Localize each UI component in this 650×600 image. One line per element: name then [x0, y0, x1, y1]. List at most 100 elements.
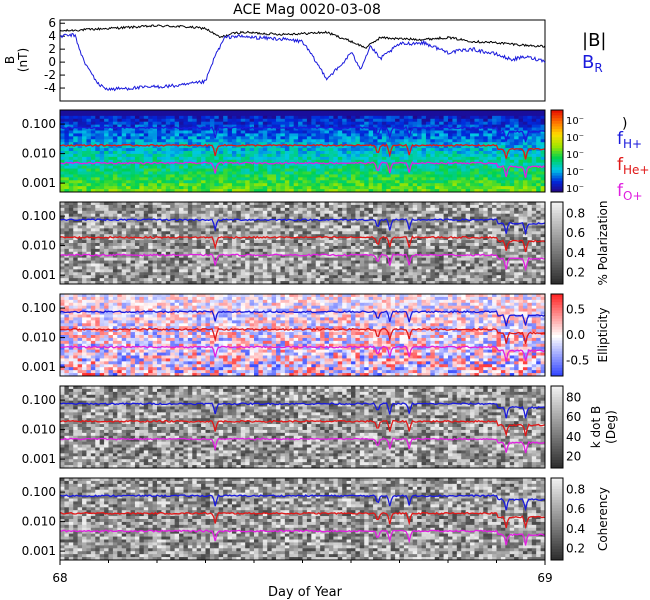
spectrogram-cell — [333, 245, 339, 250]
spectrogram-cell — [505, 153, 511, 158]
spectrogram-cell — [209, 110, 215, 114]
spectrogram-cell — [412, 110, 418, 114]
spectrogram-cell — [465, 231, 471, 235]
spectrogram-cell — [73, 183, 79, 187]
spectrogram-cell — [496, 186, 502, 190]
spectrogram-cell — [293, 243, 299, 247]
spectrogram-cell — [474, 133, 480, 137]
spectrogram-cell — [77, 204, 83, 209]
spectrogram-cell — [448, 210, 453, 215]
spectrogram-cell — [82, 168, 87, 172]
spectrogram-cell — [381, 189, 387, 193]
spectrogram-cell — [148, 145, 153, 149]
spectrogram-cell — [298, 216, 303, 220]
spectrogram-cell — [249, 225, 255, 229]
spectrogram-cell — [386, 204, 392, 209]
spectrogram-cell — [496, 177, 502, 181]
spectrogram-cell — [425, 151, 431, 155]
spectrogram-cell — [465, 110, 471, 114]
spectrogram-cell — [417, 145, 422, 149]
spectrogram-cell — [417, 202, 422, 206]
spectrogram-cell — [236, 243, 242, 247]
spectrogram-cell — [500, 219, 506, 223]
spectrogram-cell — [196, 124, 202, 128]
spectrogram-cell — [187, 136, 193, 140]
spectrogram-cell — [514, 243, 519, 247]
spectrogram-cell — [223, 118, 228, 123]
spectrogram-cell — [298, 124, 303, 128]
spectrogram-cell — [289, 110, 295, 114]
spectrogram-cell — [452, 183, 458, 187]
spectrogram-cell — [434, 216, 440, 220]
spectrogram-cell — [262, 204, 268, 209]
spectrogram-cell — [121, 207, 127, 212]
spectrogram-cell — [500, 168, 506, 172]
spectrogram-cell — [474, 139, 480, 143]
spectrogram-cell — [320, 145, 325, 149]
spectrogram-cell — [456, 115, 462, 120]
spectrogram-cell — [509, 202, 515, 206]
spectrogram-cell — [139, 213, 145, 218]
spectrogram-cell — [399, 189, 405, 193]
spectrogram-cell — [139, 174, 145, 178]
spectrogram-cell — [328, 219, 334, 223]
spectrogram-cell — [298, 248, 303, 253]
spectrogram-cell — [337, 204, 343, 209]
spectrogram-cell — [478, 231, 484, 235]
spectrogram-cell — [187, 248, 193, 253]
spectrogram-cell — [478, 174, 484, 178]
spectrogram-cell — [364, 156, 370, 161]
spectrogram-cell — [236, 245, 242, 250]
spectrogram-cell — [461, 240, 467, 244]
spectrogram-cell — [421, 165, 427, 169]
spectrogram-cell — [390, 153, 396, 158]
spectrogram-cell — [214, 248, 220, 253]
spectrogram-cell — [99, 168, 105, 172]
spectrogram-cell — [64, 237, 70, 241]
spectrogram-cell — [192, 234, 198, 238]
spectrogram-cell — [60, 148, 65, 152]
spectrogram-cell — [355, 159, 361, 164]
spectrogram-cell — [386, 142, 392, 146]
spectrogram-cell — [386, 110, 392, 114]
spectrogram-cell — [293, 222, 299, 226]
spectrogram-cell — [421, 243, 427, 247]
spectrogram-cell — [77, 162, 83, 167]
spectrogram-cell — [518, 112, 524, 117]
spectrogram-cell — [112, 240, 118, 244]
spectrogram-cell — [320, 121, 325, 126]
spectrogram-cell — [298, 171, 303, 175]
spectrogram-cell — [514, 115, 519, 120]
spectrogram-cell — [324, 222, 330, 226]
spectrogram-cell — [236, 183, 242, 187]
spectrogram-cell — [386, 177, 392, 181]
spectrogram-cell — [183, 202, 189, 206]
spectrogram-cell — [386, 207, 392, 212]
spectrogram-cell — [245, 245, 250, 250]
spectrogram-cell — [218, 204, 224, 209]
spectrogram-cell — [236, 174, 242, 178]
spectrogram-cell — [68, 136, 74, 140]
spectrogram-cell — [161, 189, 167, 193]
spectrogram-cell — [403, 234, 409, 238]
spectrogram-cell — [386, 183, 392, 187]
spectrogram-cell — [373, 213, 378, 218]
spectrogram-cell — [306, 186, 312, 190]
spectrogram-cell — [373, 139, 378, 143]
spectrogram-cell — [262, 130, 268, 134]
spectrogram-cell — [430, 189, 436, 193]
spectrogram-cell — [196, 216, 202, 220]
spectrogram-cell — [487, 136, 493, 140]
spectrogram-cell — [112, 228, 118, 232]
spectrogram-cell — [434, 186, 440, 190]
spectrogram-cell — [333, 237, 339, 241]
spectrogram-cell — [373, 112, 378, 117]
spectrogram-cell — [254, 112, 259, 117]
spectrogram-cell — [355, 210, 361, 215]
spectrogram-cell — [99, 189, 105, 193]
spectrogram-cell — [196, 165, 202, 169]
spectrogram-cell — [82, 174, 87, 178]
spectrogram-cell — [267, 213, 273, 218]
spectrogram-cell — [245, 121, 250, 126]
spectrogram-cell — [187, 130, 193, 134]
